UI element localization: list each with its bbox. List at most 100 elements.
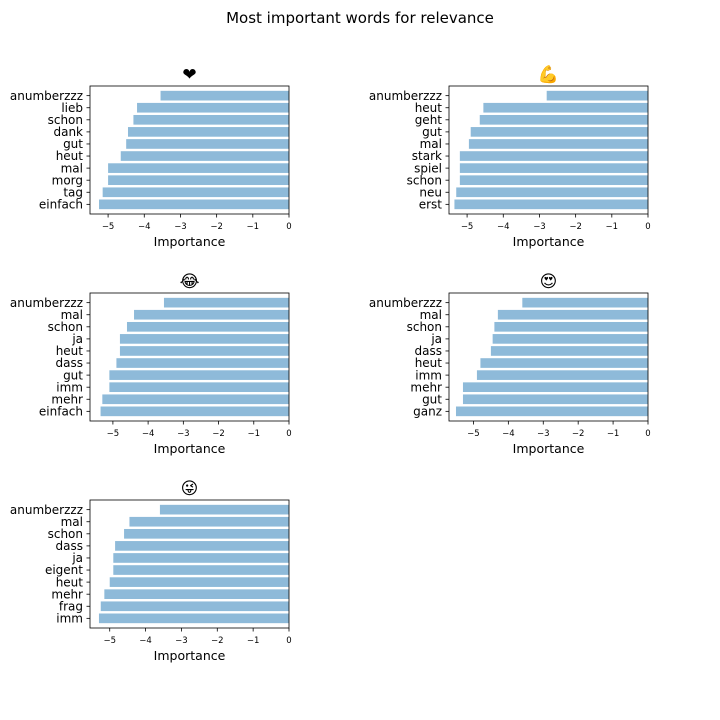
bar-ganz (455, 406, 648, 417)
bar-stark (459, 151, 648, 161)
category-label: mal (420, 308, 442, 322)
x-tick-label: 0 (286, 222, 291, 232)
category-label: mal (61, 161, 83, 175)
category-label: anumberzzz (10, 503, 83, 517)
bar-mehr (102, 394, 290, 405)
x-tick-label: −5 (107, 429, 120, 439)
x-tick-label: −4 (139, 636, 152, 646)
bar-imm (109, 382, 290, 393)
category-label: imm (56, 380, 83, 394)
category-label: neu (419, 185, 442, 199)
category-label: heut (56, 575, 84, 589)
category-label: tag (63, 185, 83, 199)
bar-morg (108, 175, 289, 186)
category-label: einfach (39, 405, 83, 419)
bar-eigent (113, 565, 289, 575)
bar-geht (479, 114, 648, 125)
bar-ja (119, 334, 289, 344)
category-label: schon (48, 113, 83, 127)
bar-gut (470, 127, 648, 137)
axes-frame (448, 85, 649, 215)
x-tick-label: −5 (103, 636, 116, 646)
bar-tag (102, 187, 289, 198)
bar-frag (100, 601, 289, 612)
bar-erst (454, 199, 648, 210)
bar-heut (109, 577, 289, 587)
panel-3: anumberzzzmalschonjaheutdassgutimmmehrei… (10, 272, 292, 456)
category-label: lieb (61, 101, 83, 115)
bar-gut (109, 370, 290, 380)
bar-ja (113, 553, 289, 563)
x-axis-label: Importance (154, 648, 226, 663)
category-label: dass (56, 356, 83, 370)
bar-mal (468, 139, 648, 149)
category-label: mal (61, 308, 83, 322)
category-label: ja (71, 332, 83, 346)
x-axis-label: Importance (513, 234, 585, 249)
bar-spiel (459, 163, 648, 173)
category-label: ganz (413, 405, 442, 419)
category-label: geht (415, 113, 443, 127)
category-label: einfach (39, 198, 83, 212)
axes-frame (89, 292, 290, 422)
bar-schon (124, 528, 289, 539)
bar-mal (497, 309, 648, 320)
x-tick-label: −3 (537, 429, 550, 439)
bar-mal (134, 309, 289, 320)
panel-2: anumberzzzheutgehtgutmalstarkspielschonn… (369, 64, 651, 249)
panel-title-emoji: ❤ (182, 65, 196, 85)
x-tick-label: −2 (212, 429, 225, 439)
bar-neu (456, 187, 648, 198)
category-label: mehr (51, 587, 83, 601)
category-label: schon (48, 320, 83, 334)
x-tick-label: −3 (174, 222, 187, 232)
panel-title-emoji: 😜 (181, 479, 199, 499)
x-tick-label: −4 (502, 429, 515, 439)
category-label: eigent (45, 563, 83, 577)
category-label: heut (415, 101, 443, 115)
x-tick-label: 0 (645, 429, 650, 439)
bar-gut (126, 139, 289, 149)
bar-heut (120, 151, 289, 161)
panel-title-emoji: 😂 (180, 272, 200, 292)
figure-suptitle: Most important words for relevance (226, 9, 494, 27)
category-label: anumberzzz (369, 89, 442, 103)
panel-title-emoji: 😍 (540, 272, 558, 292)
bar-heut (483, 102, 648, 113)
bar-mehr (462, 382, 648, 393)
axes-frame (89, 499, 290, 629)
x-tick-label: −2 (572, 429, 585, 439)
x-axis-label: Importance (154, 234, 226, 249)
x-tick-label: 0 (645, 222, 650, 232)
category-label: erst (419, 198, 443, 212)
bar-ja (492, 334, 648, 344)
category-label: schon (48, 527, 83, 541)
bar-mal (129, 516, 289, 527)
category-label: mal (420, 137, 442, 151)
category-label: ja (71, 551, 83, 565)
bar-anumberzzz (163, 297, 289, 308)
category-label: heut (56, 344, 84, 358)
x-tick-label: −5 (467, 429, 480, 439)
bar-dass (490, 346, 648, 356)
bar-schon (133, 114, 289, 125)
x-axis-label: Importance (154, 441, 226, 456)
bar-schon (494, 321, 648, 332)
category-label: anumberzzz (10, 296, 83, 310)
x-tick-label: −1 (607, 429, 620, 439)
axes-frame (448, 292, 649, 422)
category-label: schon (407, 173, 442, 187)
x-tick-label: −2 (210, 222, 223, 232)
category-label: dass (56, 539, 83, 553)
x-tick-label: −1 (606, 222, 619, 232)
category-label: imm (56, 612, 83, 626)
bar-anumberzzz (159, 504, 289, 515)
category-label: mal (61, 515, 83, 529)
category-label: imm (415, 368, 442, 382)
category-label: dank (53, 125, 83, 139)
bar-lieb (137, 102, 289, 113)
axes-frame (89, 85, 290, 215)
category-label: mehr (51, 392, 83, 406)
x-tick-label: −4 (138, 222, 151, 232)
bar-einfach (100, 406, 289, 417)
